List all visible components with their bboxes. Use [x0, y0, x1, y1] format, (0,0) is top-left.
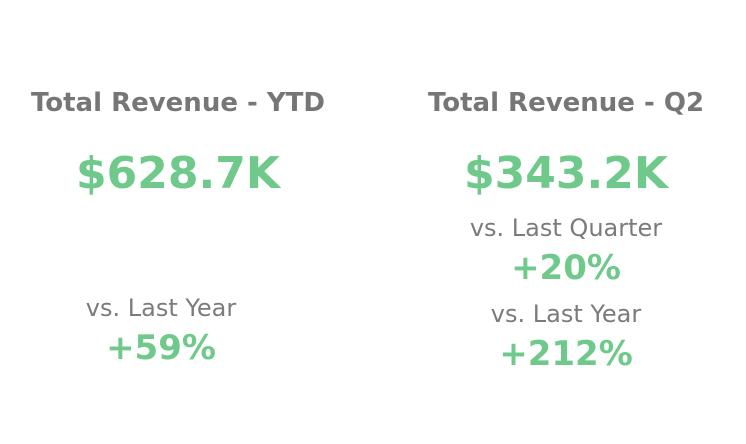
- ytd-vs-last-year-value: +59%: [106, 328, 216, 368]
- q2-title: Total Revenue - Q2: [427, 88, 705, 118]
- ytd-vs-last-year-label: vs. Last Year: [85, 294, 237, 322]
- q2-vs-last-quarter-value: +20%: [511, 248, 621, 288]
- kpi-card-ytd: Total Revenue - YTD $628.7K vs. Last Yea…: [0, 0, 356, 444]
- ytd-title: Total Revenue - YTD: [30, 88, 325, 118]
- q2-value: $343.2K: [464, 148, 668, 199]
- q2-vs-last-year-value: +212%: [499, 334, 633, 374]
- q2-vs-last-quarter-label: vs. Last Quarter: [469, 214, 663, 242]
- kpi-card-q2: Total Revenue - Q2 $343.2K vs. Last Quar…: [396, 0, 736, 444]
- q2-vs-last-year-label: vs. Last Year: [490, 300, 642, 328]
- ytd-value: $628.7K: [76, 148, 280, 199]
